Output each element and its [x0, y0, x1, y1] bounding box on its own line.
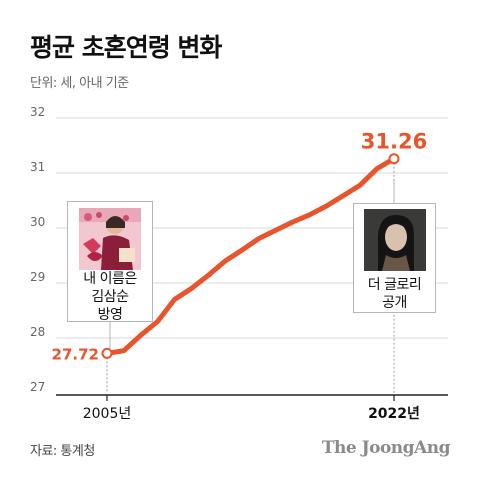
callout-2022-text: 더 글로리 공개: [367, 277, 422, 311]
data-point-2022: [388, 153, 400, 165]
callout-2022: 더 글로리 공개: [353, 203, 436, 313]
callout-2005: 내 이름은 김삼순 방영: [67, 201, 153, 323]
y-tick-label: 30: [30, 215, 45, 229]
y-tick-label: 32: [30, 105, 45, 119]
data-point-2005: [101, 347, 113, 359]
drama-still-2022-image: [364, 209, 426, 271]
y-tick-label: 28: [30, 325, 45, 339]
drama-still-2005-image: [79, 208, 141, 270]
series-line: [104, 156, 397, 356]
y-tick-label: 27: [30, 380, 45, 394]
chart-title: 평균 초혼연령 변화: [30, 33, 222, 62]
data-label-2022: 31.26: [361, 130, 427, 154]
y-tick-label: 29: [30, 270, 45, 284]
callout-2005-text: 내 이름은 김삼순 방영: [83, 271, 137, 323]
source-note: 자료: 통계청: [30, 444, 95, 459]
x-tick-label: 2005년: [83, 406, 132, 422]
unit-note: 단위: 세, 아내 기준: [30, 76, 129, 91]
x-tick-label: 2022년: [368, 406, 420, 422]
y-tick-label: 31: [30, 160, 45, 174]
data-label-2005: 27.72: [52, 345, 99, 363]
brand-logo: The JoongAng: [321, 438, 451, 458]
